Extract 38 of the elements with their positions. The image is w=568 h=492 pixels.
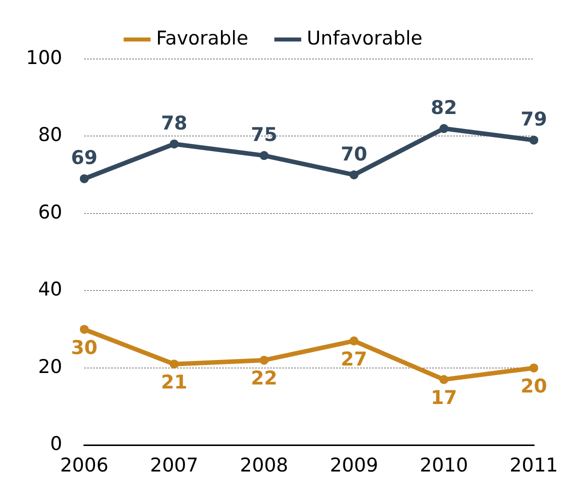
point xyxy=(170,139,179,148)
point xyxy=(350,170,358,180)
data-label: 75 xyxy=(250,124,278,146)
y-tick-label: 80 xyxy=(38,124,62,146)
point xyxy=(260,151,269,160)
data-label: 20 xyxy=(520,375,548,398)
y-tick-label: 20 xyxy=(38,356,62,378)
data-label: 21 xyxy=(160,372,188,394)
point xyxy=(439,375,448,384)
point xyxy=(529,363,538,372)
data-label: 30 xyxy=(71,336,98,359)
point xyxy=(260,356,269,365)
data-label: 27 xyxy=(340,348,368,370)
y-tick-label: 40 xyxy=(38,278,62,301)
point xyxy=(80,174,89,184)
x-tick-label: 2009 xyxy=(330,454,378,477)
data-label: 78 xyxy=(160,112,188,134)
data-label: 22 xyxy=(250,368,278,390)
point xyxy=(439,124,448,134)
x-tick-label: 2006 xyxy=(60,454,108,477)
data-label: 82 xyxy=(430,96,458,119)
legend-label: Favorable xyxy=(156,27,248,50)
data-label: 17 xyxy=(430,386,458,409)
x-tick-label: 2010 xyxy=(420,454,468,477)
y-tick-label: 60 xyxy=(38,201,62,224)
data-label: 69 xyxy=(71,147,98,170)
data-label: 79 xyxy=(520,108,548,131)
y-tick-label: 100 xyxy=(26,46,62,69)
point xyxy=(529,136,538,145)
x-tick-label: 2011 xyxy=(510,454,558,477)
legend-label: Unfavorable xyxy=(306,27,422,50)
data-label: 70 xyxy=(340,143,368,166)
x-tick-label: 2007 xyxy=(150,454,198,477)
point xyxy=(170,360,179,369)
y-tick-label: 0 xyxy=(50,433,62,456)
point xyxy=(350,336,358,346)
x-tick-label: 2008 xyxy=(240,454,288,477)
point xyxy=(80,324,89,334)
